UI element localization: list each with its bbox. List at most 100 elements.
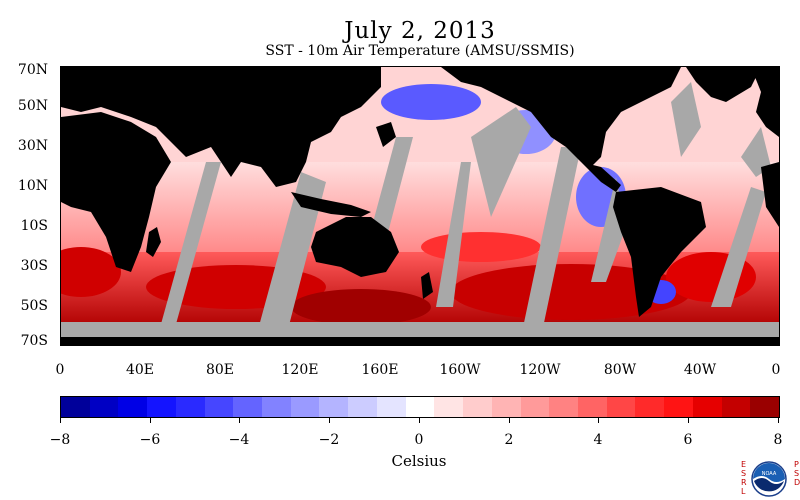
data-gap-2 xyxy=(256,172,326,337)
lat-label-70n: 70N xyxy=(17,62,48,78)
colorbar-tick xyxy=(150,417,151,423)
colorbar-tick xyxy=(60,417,61,423)
colorbar-cell xyxy=(434,397,464,417)
data-gap-9 xyxy=(711,187,766,307)
data-gap-4 xyxy=(436,162,471,307)
colorbar-cell xyxy=(463,397,492,417)
lat-label-70s: 70S xyxy=(20,333,48,349)
warm-patch-australia-south xyxy=(291,289,431,325)
lon-label-120w: 120W xyxy=(519,362,561,378)
land-antarctica xyxy=(61,337,779,345)
colorbar-tick xyxy=(778,417,779,423)
colorbar-label-4: 4 xyxy=(593,432,603,448)
colorbar-tick xyxy=(598,417,599,423)
data-gap-1 xyxy=(156,162,221,342)
colorbar-cell xyxy=(348,397,377,417)
lat-label-30s: 30S xyxy=(20,258,48,274)
colorbar-cell xyxy=(549,397,578,417)
colorbar-cell xyxy=(290,397,320,417)
land-indonesia xyxy=(291,192,371,217)
warm-patch-east-pacific xyxy=(421,232,541,262)
colorbar-cell xyxy=(721,397,751,417)
land-eurasia xyxy=(61,67,381,187)
colorbar-cell xyxy=(118,397,148,417)
logo-letter-d: D xyxy=(794,478,800,487)
warm-patch-south-pacific xyxy=(451,264,691,320)
colorbar-cell xyxy=(233,397,263,417)
colorbar-cell xyxy=(376,397,406,417)
data-gap-5 xyxy=(471,107,531,217)
colorbar-cell xyxy=(664,397,693,417)
colorbar-cell xyxy=(405,397,435,417)
noaa-emblem-sky xyxy=(753,463,785,482)
colorbar-tick xyxy=(329,417,330,423)
colorbar-cell xyxy=(175,397,205,417)
colorbar-tick xyxy=(509,417,510,423)
lon-label-0-east: 0 xyxy=(771,362,781,378)
colorbar-cell xyxy=(204,397,234,417)
land-japan xyxy=(376,122,396,147)
logo-letter-l: L xyxy=(741,487,746,496)
colorbar-cell xyxy=(491,397,521,417)
land-africa xyxy=(61,112,171,272)
cool-patch-north-pacific xyxy=(381,84,481,120)
noaa-emblem-sea xyxy=(754,478,784,492)
colorbar-cell xyxy=(520,397,550,417)
land-north-america xyxy=(441,67,681,167)
land-new-zealand xyxy=(421,272,433,299)
land-south-america xyxy=(613,187,706,317)
colorbar-label-8: 8 xyxy=(773,432,783,448)
lon-label-160e: 160E xyxy=(361,362,399,378)
lon-label-80w: 80W xyxy=(603,362,637,378)
colorbar-cell xyxy=(750,397,779,417)
logo-letter-p: P xyxy=(794,460,799,469)
colorbar-tick xyxy=(688,417,689,423)
lon-label-80e: 80E xyxy=(205,362,235,378)
colorbar-label-2: 2 xyxy=(504,432,514,448)
noaa-esrl-logo: E S R L NOAA P S D xyxy=(741,460,800,497)
logo-letter-s2: S xyxy=(794,469,799,478)
map-subtitle: SST - 10m Air Temperature (AMSU/SSMIS) xyxy=(265,43,575,59)
colorbar-label-6: 6 xyxy=(683,432,693,448)
colorbar-label-minus2: −2 xyxy=(318,432,340,448)
noaa-emblem-text: NOAA xyxy=(762,471,777,477)
map-canvas xyxy=(61,67,779,345)
map-title: July 2, 2013 xyxy=(344,18,496,44)
land-greenland xyxy=(686,67,761,102)
lat-label-10s: 10S xyxy=(20,218,48,234)
lon-label-160w: 160W xyxy=(439,362,481,378)
lat-label-50s: 50S xyxy=(20,298,48,314)
colorbar-cell xyxy=(61,397,90,417)
data-gap-8 xyxy=(671,82,701,157)
colorbar-label-minus4: −4 xyxy=(228,432,250,448)
colorbar-tick xyxy=(419,417,420,423)
lat-label-10n: 10N xyxy=(17,178,48,194)
logo-letter-s: S xyxy=(741,469,746,478)
data-gap-6 xyxy=(521,147,581,337)
data-gap-10 xyxy=(741,127,771,177)
colorbar-label-minus6: −6 xyxy=(139,432,161,448)
logo-letter-r: R xyxy=(741,478,747,487)
colorbar-cell xyxy=(262,397,291,417)
colorbar xyxy=(60,396,780,418)
colorbar-cell xyxy=(89,397,119,417)
lon-label-120e: 120E xyxy=(281,362,319,378)
lon-label-0: 0 xyxy=(55,362,65,378)
colorbar-cell xyxy=(635,397,665,417)
land-australia xyxy=(311,217,399,277)
colorbar-tick xyxy=(239,417,240,423)
lon-label-40w: 40W xyxy=(683,362,717,378)
logo-letter-e: E xyxy=(741,460,746,469)
land-central-america xyxy=(581,162,621,192)
warm-patch-south-africa xyxy=(61,247,121,297)
colorbar-cell xyxy=(147,397,176,417)
colorbar-label-0: 0 xyxy=(414,432,424,448)
colorbar-label-minus8: −8 xyxy=(49,432,71,448)
land-africa-east-edge xyxy=(761,162,779,227)
anomaly-map xyxy=(60,66,780,346)
colorbar-cell xyxy=(692,397,722,417)
lat-label-30n: 30N xyxy=(17,138,48,154)
land-europe-east-edge xyxy=(751,67,779,137)
lon-label-40e: 40E xyxy=(125,362,155,378)
colorbar-cell xyxy=(319,397,349,417)
